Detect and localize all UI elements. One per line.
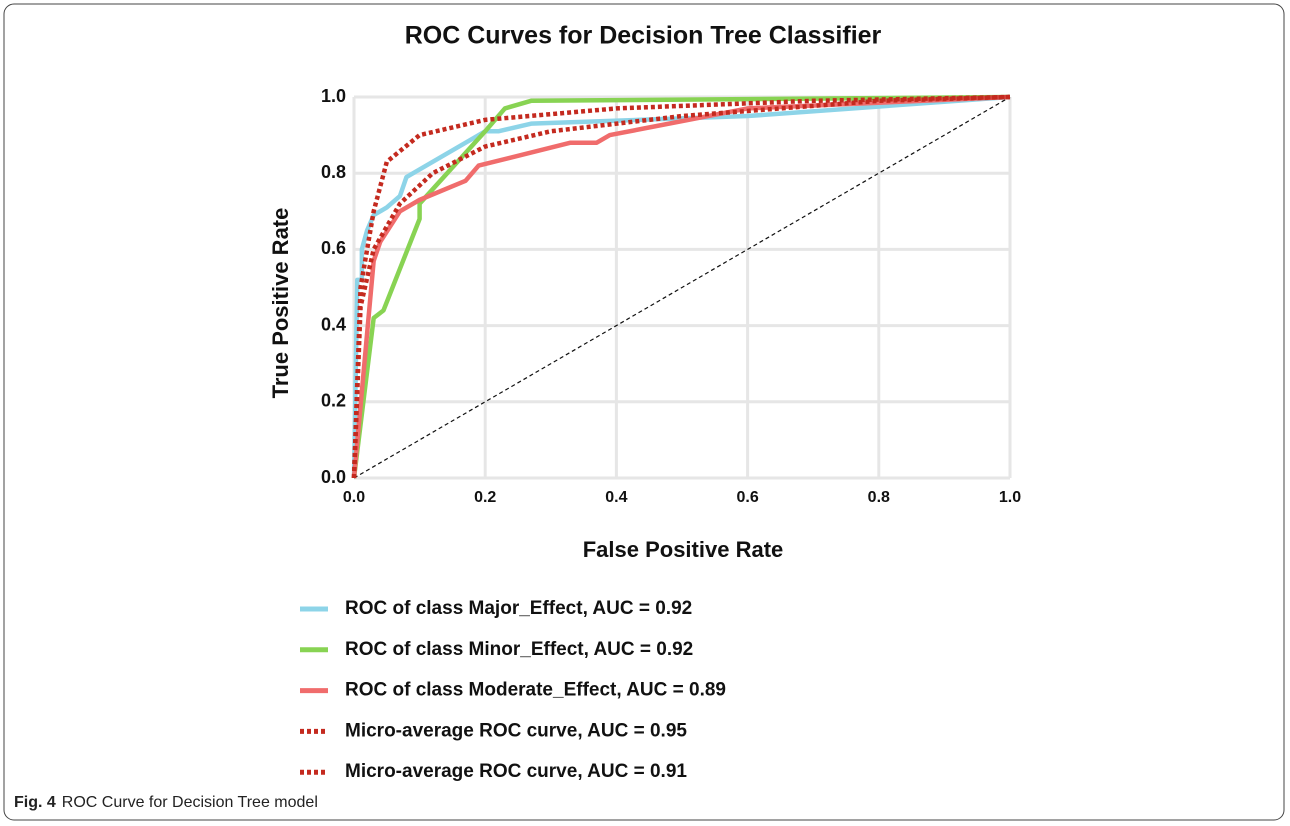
roc-curve	[351, 94, 1011, 479]
x-tick-label: 0.0	[343, 489, 365, 506]
y-tick-label: 0.8	[321, 162, 346, 182]
legend-label: Micro-average ROC curve, AUC = 0.95	[345, 720, 687, 741]
y-axis-label: True Positive Rate	[268, 208, 293, 399]
caption-text: ROC Curve for Decision Tree model	[61, 794, 318, 811]
y-tick-label: 1.0	[321, 86, 346, 106]
legend-label: ROC of class Minor_Effect, AUC = 0.92	[345, 639, 693, 660]
x-tick-label: 0.2	[474, 489, 496, 506]
chart-title: ROC Curves for Decision Tree Classifier	[405, 22, 882, 50]
x-tick-label: 1.0	[999, 489, 1021, 506]
legend-label: Micro-average ROC curve, AUC = 0.91	[345, 761, 687, 782]
x-tick-label: 0.6	[736, 489, 758, 506]
caption: Fig. 4 ROC Curve for Decision Tree model	[14, 794, 318, 812]
x-tick-label: 0.8	[868, 489, 890, 506]
caption-label: Fig. 4	[14, 794, 56, 811]
y-tick-label: 0.6	[321, 238, 346, 258]
roc-curve	[351, 94, 1011, 479]
figure-border	[3, 3, 1285, 821]
y-tick-label: 0.2	[321, 391, 346, 411]
legend-label: ROC of class Major_Effect, AUC = 0.92	[345, 598, 692, 619]
roc-curve	[351, 94, 1011, 479]
y-tick-label: 0.0	[321, 467, 346, 487]
legend-label: ROC of class Moderate_Effect, AUC = 0.89	[345, 680, 726, 701]
x-axis-label: False Positive Rate	[583, 537, 784, 562]
reference-diagonal	[353, 96, 1011, 479]
x-tick-label: 0.4	[605, 489, 627, 506]
y-tick-label: 0.4	[321, 314, 346, 334]
